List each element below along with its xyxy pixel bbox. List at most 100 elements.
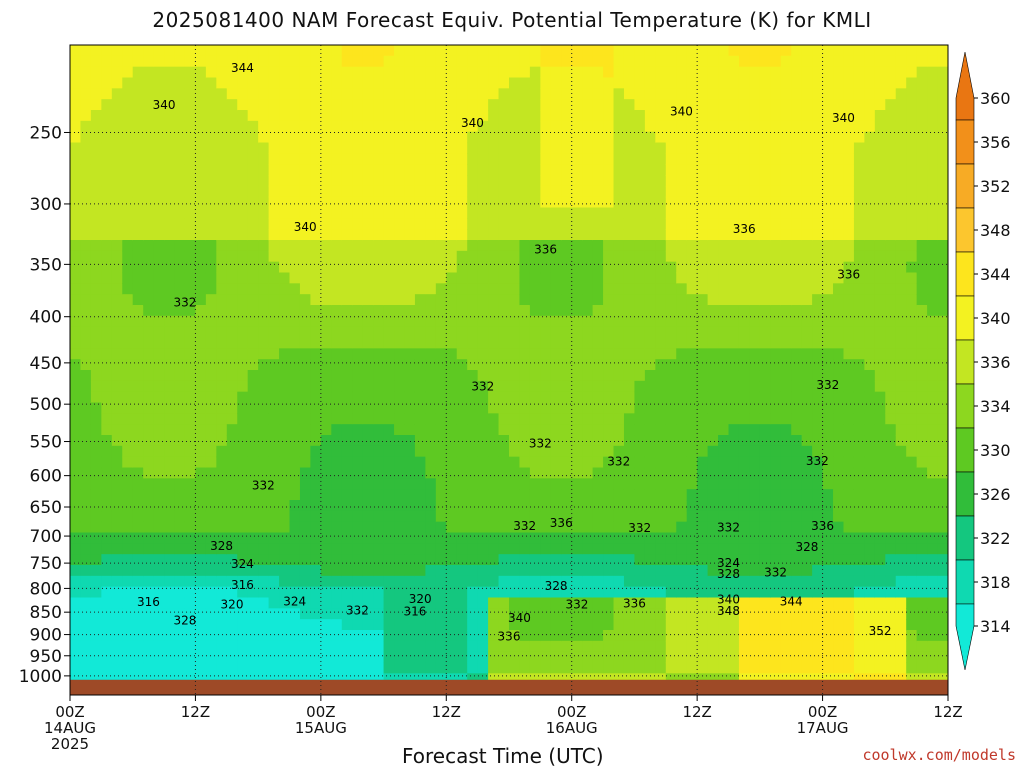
contour-label: 328 [210,539,233,553]
contour-label: 336 [534,243,557,257]
contour-label: 332 [565,597,588,611]
contour-label: 328 [795,540,818,554]
colorbar-swatch [955,295,975,341]
colorbar-label: 318 [980,573,1011,592]
contour-label: 324 [283,594,306,608]
y-tick-label: 900 [30,626,62,646]
x-axis-title: Forecast Time (UTC) [402,744,604,768]
contour-label: 332 [806,454,829,468]
colorbar-swatch [955,383,975,429]
colorbar-label: 344 [980,265,1011,284]
y-axis: 250 300 350 400 450 500 550 600 650 700 750 800 850 9… [19,123,70,687]
contour-label: 336 [550,516,573,530]
contour-label: 336 [623,596,646,610]
contour-label: 316 [231,578,254,592]
colorbar-label: 340 [980,309,1011,328]
x-tick-label: 15AUG [295,719,347,737]
x-tick-label: 17AUG [797,719,849,737]
contour-label: 332 [174,296,197,310]
contour-label: 340 [508,611,531,625]
y-tick-label: 800 [30,579,62,599]
contour-label: 328 [717,567,740,581]
x-tick-label: 2025 [51,735,89,753]
contour-label: 340 [670,105,693,119]
x-tick-label: 12Z [432,703,461,721]
colorbar-label: 334 [980,397,1011,416]
colorbar-label: 360 [980,89,1011,108]
contour-label: 340 [461,116,484,130]
contour-label: 332 [764,565,787,579]
contour-label: 332 [607,455,630,469]
contour-label: 336 [733,222,756,236]
y-tick-label: 750 [30,554,62,574]
y-tick-label: 550 [30,433,62,453]
contour-label: 328 [545,579,568,593]
contour-label: 316 [137,595,160,609]
contour-label: 332 [513,519,536,533]
contour-label: 336 [498,630,521,644]
x-tick-label: 14AUG [44,719,96,737]
colorbar-swatch [955,339,975,385]
y-tick-label: 500 [30,395,62,415]
contour-label: 340 [294,220,317,234]
contour-label: 348 [717,604,740,618]
y-tick-label: 950 [30,647,62,667]
contour-label: 352 [869,624,892,638]
colorbar-label: 326 [980,485,1011,504]
y-tick-label: 350 [30,255,62,275]
contour-label: 332 [346,603,369,617]
contour-label: 344 [780,594,803,608]
contour-label: 336 [837,267,860,281]
colorbar-label: 336 [980,353,1011,372]
y-tick-label: 850 [30,603,62,623]
y-tick-label: 600 [30,467,62,487]
colorbar-label: 356 [980,133,1011,152]
colorbar-swatch [955,515,975,561]
colorbar-swatch [955,51,975,121]
x-tick-label: 12Z [682,703,711,721]
contour-label: 336 [811,519,834,533]
y-tick-label: 650 [30,498,62,518]
y-tick-label: 400 [30,308,62,328]
contour-label: 324 [717,556,740,570]
colorbar-swatch [955,559,975,605]
colorbar-swatch [955,119,975,165]
contour-label: 320 [221,597,244,611]
x-tick-label: 00Z [557,703,586,721]
contour-label: 340 [153,98,176,112]
x-tick-label: 00Z [306,703,335,721]
y-tick-label: 300 [30,195,62,215]
plot-frame [69,44,949,696]
x-tick-label: 16AUG [546,719,598,737]
contour-label: 340 [832,111,855,125]
contour-label: 332 [252,478,275,492]
colorbar-swatch [955,207,975,253]
colorbar-label: 352 [980,177,1011,196]
contour-label: 316 [403,605,426,619]
colorbar: 360 356 352 348 344 340 336 334 330 326 322 318 314 [955,51,1011,671]
colorbar-label: 330 [980,441,1011,460]
contour-label: 328 [174,613,197,627]
contour-label: 332 [816,378,839,392]
colorbar-swatch [955,471,975,517]
contour-label: 324 [231,557,254,571]
y-tick-label: 1000 [19,667,62,687]
y-tick-label: 700 [30,527,62,547]
x-tick-label: 12Z [933,703,962,721]
surface-ground [70,679,948,695]
contour-label: 340 [717,593,740,607]
contour-labels: 344 340 340 340 340 340 336 336 336 332 332 332 332 3… [137,61,892,644]
colorbar-swatch [955,163,975,209]
chart-title: 2025081400 NAM Forecast Equiv. Potential… [152,8,872,32]
x-tick-label: 00Z [55,703,84,721]
credit-text: coolwx.com/models [862,746,1016,764]
colorbar-label: 322 [980,529,1011,548]
contour-label: 320 [409,592,432,606]
contour-label: 344 [231,61,254,75]
colorbar-swatch [955,603,975,671]
x-tick-label: 12Z [181,703,210,721]
y-tick-label: 250 [30,123,62,143]
x-tick-label: 00Z [808,703,837,721]
